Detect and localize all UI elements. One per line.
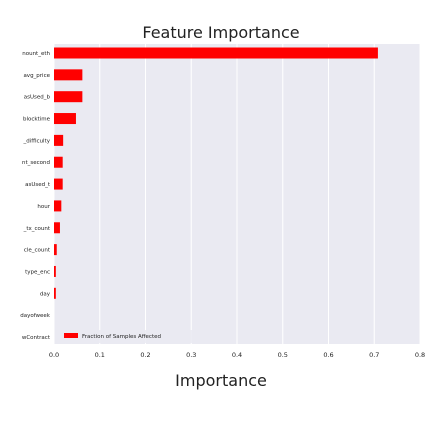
y-tick-labels: nount_eth avg_price asUsed_b blocktime _diff… — [20, 51, 51, 341]
y-tick-label: nount_eth — [22, 51, 50, 57]
y-tick-label: _tx_count — [23, 226, 51, 232]
x-axis-label: Importance — [175, 371, 267, 390]
y-tick-label: avg_price — [23, 73, 50, 79]
bars — [54, 47, 378, 299]
bar — [54, 287, 56, 299]
bar — [54, 244, 57, 256]
y-tick-label: blocktime — [23, 117, 51, 123]
y-tick-label: hour — [37, 204, 50, 210]
bar — [54, 222, 60, 234]
y-tick-label: dayofweek — [20, 313, 51, 319]
x-tick-label: 0.5 — [278, 351, 288, 359]
x-tick-label: 0.2 — [140, 351, 150, 359]
x-tick-label: 0.4 — [232, 351, 242, 359]
bar — [54, 113, 76, 125]
bar — [54, 69, 83, 81]
x-tick-label: 0.3 — [186, 351, 196, 359]
y-tick-label: asUsed_b — [24, 95, 51, 101]
x-tick-label: 0.8 — [415, 351, 425, 359]
bar — [54, 178, 63, 190]
bar — [54, 134, 64, 146]
bar — [54, 47, 378, 59]
chart-title: Feature Importance — [142, 23, 299, 42]
bar — [54, 265, 56, 277]
y-tick-label: asUsed_t — [25, 182, 51, 188]
x-tick-label: 0.0 — [49, 351, 59, 359]
x-tick-label: 0.7 — [369, 351, 379, 359]
x-tick-label: 0.1 — [95, 351, 105, 359]
bar — [54, 156, 63, 168]
legend: Fraction of Samples Affected — [60, 330, 222, 343]
y-tick-label: cle_count — [24, 248, 51, 254]
bar — [54, 200, 62, 212]
legend-swatch — [64, 333, 78, 338]
x-tick-label: 0.6 — [323, 351, 333, 359]
bar — [54, 91, 83, 103]
y-tick-label: _difficulty — [22, 138, 50, 144]
y-tick-label: nt_second — [22, 160, 50, 166]
legend-label: Fraction of Samples Affected — [82, 334, 161, 340]
y-tick-label: type_enc — [25, 269, 50, 275]
y-tick-label: wContract — [22, 335, 51, 341]
y-tick-label: day — [40, 291, 51, 297]
legend-box — [60, 330, 222, 343]
x-tick-labels: 0.0 0.1 0.2 0.3 0.4 0.5 0.6 0.7 0.8 — [49, 351, 425, 359]
